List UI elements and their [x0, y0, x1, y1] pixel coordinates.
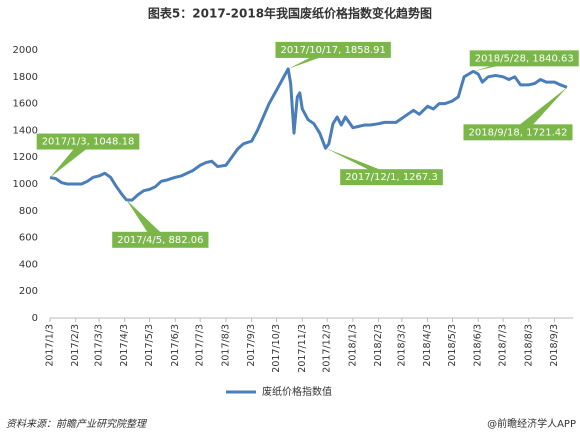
x-tick-label: 2018/5/3	[447, 324, 458, 367]
source-note: 资料来源：前瞻产业研究院整理	[6, 418, 148, 430]
x-tick-label: 2017/12/3	[322, 324, 333, 373]
y-tick-label: 200	[19, 286, 38, 297]
annotation-box	[463, 124, 573, 141]
y-tick-label: 1800	[13, 72, 38, 83]
annotation: 2018/9/18, 1721.42	[463, 87, 573, 141]
chart-title: 图表5：2017-2018年我国废纸价格指数变化趋势图	[148, 6, 432, 21]
brand-note: @前瞻经济学人APP	[487, 417, 576, 430]
y-tick-label: 0	[32, 313, 38, 324]
annotation: 2017/4/5, 882.06	[112, 199, 209, 248]
x-tick-label: 2018/9/3	[549, 324, 560, 367]
annotation-label: 2017/10/17, 1858.91	[280, 45, 385, 56]
x-tick-label: 2018/6/3	[473, 324, 484, 367]
x-tick-label: 2018/3/3	[396, 324, 407, 367]
x-tick-label: 2018/8/3	[523, 324, 534, 367]
annotation: 2017/10/17, 1858.91	[275, 41, 391, 69]
x-tick-label: 2017/5/3	[144, 324, 155, 367]
x-tick-label: 2017/11/3	[297, 324, 308, 373]
y-tick-label: 1200	[13, 152, 38, 163]
annotation-box	[112, 231, 209, 248]
data-line	[49, 67, 568, 202]
legend-label: 废纸价格指数值	[262, 385, 332, 398]
annotation-label: 2017/4/5, 882.06	[117, 235, 203, 246]
x-tick-label: 2018/7/3	[498, 324, 509, 367]
x-tick-label: 2018/2/3	[373, 324, 384, 367]
annotation-label: 2017/1/3, 1048.18	[42, 137, 135, 148]
x-tick-label: 2017/9/3	[246, 324, 257, 367]
y-tick-label: 400	[19, 259, 38, 270]
x-tick-label: 2017/10/3	[271, 324, 282, 373]
annotation-pointer	[126, 199, 169, 240]
annotation-box	[36, 133, 140, 150]
x-tick-label: 2018/4/3	[422, 324, 433, 367]
annotation: 2017/1/3, 1048.18	[36, 133, 140, 178]
annotation-label: 2017/12/1, 1267.3	[345, 172, 438, 183]
y-tick-label: 1400	[13, 125, 38, 136]
annotation-box	[275, 41, 391, 58]
annotation-label: 2018/5/28, 1840.63	[475, 53, 574, 64]
annotation: 2017/12/1, 1267.3	[325, 148, 443, 186]
y-tick-label: 2000	[13, 45, 38, 56]
annotation-label: 2018/9/18, 1721.42	[469, 127, 568, 138]
x-tick-label: 2017/6/3	[170, 324, 181, 367]
x-tick-label: 2017/3/3	[93, 324, 104, 367]
annotation-box	[340, 169, 443, 186]
x-tick-label: 2017/4/3	[119, 324, 130, 367]
y-tick-label: 800	[19, 206, 38, 217]
y-tick-label: 600	[19, 233, 38, 244]
y-tick-label: 1000	[13, 179, 38, 190]
annotation-pointer	[510, 87, 567, 133]
x-tick-label: 2017/7/3	[195, 324, 206, 367]
x-tick-label: 2017/2/3	[70, 324, 81, 367]
annotation: 2018/5/28, 1840.63	[469, 50, 579, 72]
x-tick-label: 2017/8/3	[220, 324, 231, 367]
annotation-pointer	[50, 141, 96, 178]
x-tick-label: 2018/1/3	[347, 324, 358, 367]
y-tick-label: 1600	[13, 99, 38, 110]
annotation-box	[469, 50, 579, 67]
x-tick-label: 2017/1/3	[45, 324, 56, 367]
